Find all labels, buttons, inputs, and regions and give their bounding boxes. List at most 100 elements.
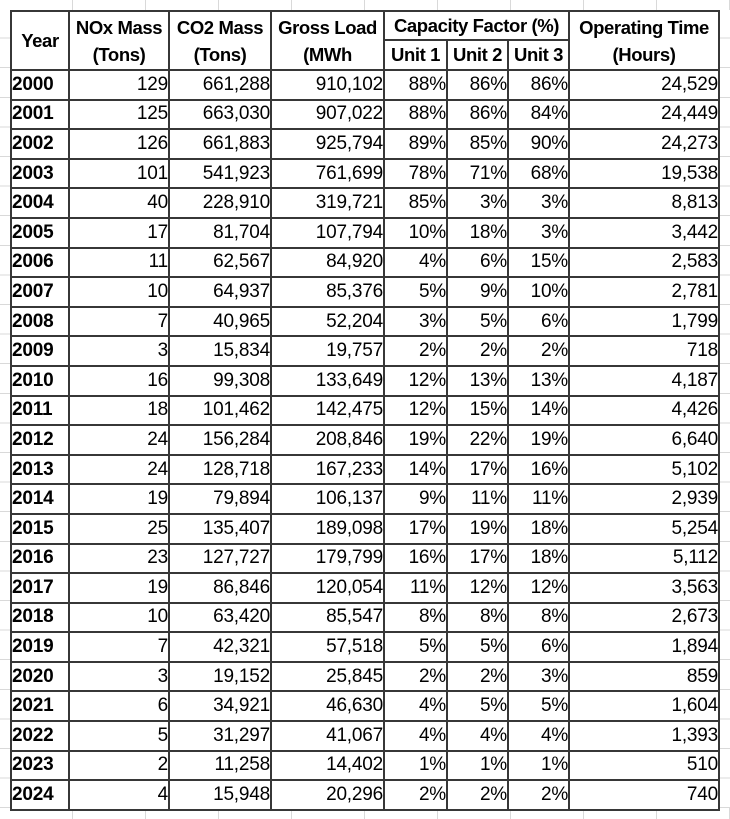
unit2-capacity-cell[interactable]: 86% xyxy=(446,98,509,131)
gross-load-cell[interactable]: 167,233 xyxy=(270,453,385,486)
unit3-capacity-cell[interactable]: 2% xyxy=(506,779,571,811)
operating-hours-cell[interactable]: 1,894 xyxy=(568,631,721,663)
co2-mass-cell[interactable]: 127,727 xyxy=(168,542,272,575)
year-cell[interactable]: 2022 xyxy=(10,720,70,752)
year-cell[interactable]: 2000 xyxy=(10,69,70,101)
column-header-unit1[interactable]: Unit 1 xyxy=(383,39,448,71)
unit3-capacity-cell[interactable]: 6% xyxy=(506,631,571,663)
year-cell[interactable]: 2013 xyxy=(10,453,70,486)
year-cell[interactable]: 2004 xyxy=(10,187,70,219)
year-cell[interactable]: 2005 xyxy=(10,216,70,249)
unit1-capacity-cell[interactable]: 89% xyxy=(383,128,448,160)
gross-load-cell[interactable]: 85,376 xyxy=(270,276,385,308)
year-cell[interactable]: 2021 xyxy=(10,690,70,723)
unit1-capacity-cell[interactable]: 11% xyxy=(383,572,448,604)
operating-hours-cell[interactable]: 24,529 xyxy=(568,69,721,101)
column-group-header-capacity-factor[interactable]: Capacity Factor (%) xyxy=(382,10,571,41)
gross-load-cell[interactable]: 46,630 xyxy=(270,690,385,723)
nox-mass-cell[interactable]: 6 xyxy=(68,690,170,723)
unit2-capacity-cell[interactable]: 85% xyxy=(446,128,509,160)
operating-hours-cell[interactable]: 5,254 xyxy=(568,512,721,545)
gross-load-cell[interactable]: 41,067 xyxy=(270,720,385,752)
year-cell[interactable]: 2003 xyxy=(10,157,70,190)
gross-load-cell[interactable]: 25,845 xyxy=(270,660,385,693)
co2-mass-cell[interactable]: 661,883 xyxy=(168,128,272,160)
year-cell[interactable]: 2009 xyxy=(10,335,70,367)
operating-hours-cell[interactable]: 4,187 xyxy=(568,364,721,397)
operating-hours-cell[interactable]: 3,442 xyxy=(568,216,721,249)
unit2-capacity-cell[interactable]: 1% xyxy=(446,749,509,782)
nox-mass-cell[interactable]: 7 xyxy=(68,305,170,338)
year-cell[interactable]: 2006 xyxy=(10,246,70,279)
co2-mass-cell[interactable]: 79,894 xyxy=(168,483,272,515)
operating-hours-cell[interactable]: 2,781 xyxy=(568,276,721,308)
column-header-unit3[interactable]: Unit 3 xyxy=(506,39,571,71)
operating-hours-cell[interactable]: 718 xyxy=(568,335,721,367)
unit3-capacity-cell[interactable]: 15% xyxy=(506,246,571,279)
operating-hours-cell[interactable]: 1,604 xyxy=(568,690,721,723)
nox-mass-cell[interactable]: 17 xyxy=(68,216,170,249)
co2-mass-cell[interactable]: 34,921 xyxy=(168,690,272,723)
co2-mass-cell[interactable]: 62,567 xyxy=(168,246,272,279)
unit2-capacity-cell[interactable]: 71% xyxy=(446,157,509,190)
unit1-capacity-cell[interactable]: 5% xyxy=(383,631,448,663)
column-header-year[interactable]: Year xyxy=(10,10,70,71)
co2-mass-cell[interactable]: 63,420 xyxy=(168,601,272,634)
co2-mass-cell[interactable]: 86,846 xyxy=(168,572,272,604)
operating-hours-cell[interactable]: 859 xyxy=(568,660,721,693)
unit2-capacity-cell[interactable]: 15% xyxy=(446,394,509,427)
unit3-capacity-cell[interactable]: 16% xyxy=(506,453,571,486)
unit3-capacity-cell[interactable]: 90% xyxy=(506,128,571,160)
co2-mass-cell[interactable]: 15,948 xyxy=(168,779,272,811)
unit3-capacity-cell[interactable]: 10% xyxy=(506,276,571,308)
co2-mass-cell[interactable]: 31,297 xyxy=(168,720,272,752)
unit3-capacity-cell[interactable]: 6% xyxy=(506,305,571,338)
nox-mass-cell[interactable]: 23 xyxy=(68,542,170,575)
co2-mass-cell[interactable]: 11,258 xyxy=(168,749,272,782)
gross-load-cell[interactable]: 142,475 xyxy=(270,394,385,427)
nox-mass-cell[interactable]: 7 xyxy=(68,631,170,663)
unit1-capacity-cell[interactable]: 4% xyxy=(383,720,448,752)
nox-mass-cell[interactable]: 24 xyxy=(68,453,170,486)
unit1-capacity-cell[interactable]: 16% xyxy=(383,542,448,575)
unit2-capacity-cell[interactable]: 5% xyxy=(446,690,509,723)
nox-mass-cell[interactable]: 125 xyxy=(68,98,170,131)
unit1-capacity-cell[interactable]: 12% xyxy=(383,394,448,427)
unit2-capacity-cell[interactable]: 17% xyxy=(446,453,509,486)
operating-hours-cell[interactable]: 510 xyxy=(568,749,721,782)
unit1-capacity-cell[interactable]: 85% xyxy=(383,187,448,219)
co2-mass-cell[interactable]: 19,152 xyxy=(168,660,272,693)
gross-load-cell[interactable]: 910,102 xyxy=(270,69,385,101)
unit1-capacity-cell[interactable]: 9% xyxy=(383,483,448,515)
unit3-capacity-cell[interactable]: 3% xyxy=(506,216,571,249)
unit1-capacity-cell[interactable]: 2% xyxy=(383,660,448,693)
gross-load-cell[interactable]: 85,547 xyxy=(270,601,385,634)
unit3-capacity-cell[interactable]: 4% xyxy=(506,720,571,752)
gross-load-cell[interactable]: 20,296 xyxy=(270,779,385,811)
operating-hours-cell[interactable]: 24,273 xyxy=(568,128,721,160)
unit1-capacity-cell[interactable]: 14% xyxy=(383,453,448,486)
gross-load-cell[interactable]: 84,920 xyxy=(270,246,385,279)
year-cell[interactable]: 2017 xyxy=(10,572,70,604)
year-cell[interactable]: 2012 xyxy=(10,424,70,456)
year-cell[interactable]: 2018 xyxy=(10,601,70,634)
co2-mass-cell[interactable]: 541,923 xyxy=(168,157,272,190)
operating-hours-cell[interactable]: 5,102 xyxy=(568,453,721,486)
nox-mass-cell[interactable]: 129 xyxy=(68,69,170,101)
operating-hours-cell[interactable]: 1,393 xyxy=(568,720,721,752)
unit1-capacity-cell[interactable]: 88% xyxy=(383,98,448,131)
unit3-capacity-cell[interactable]: 5% xyxy=(506,690,571,723)
unit2-capacity-cell[interactable]: 19% xyxy=(446,512,509,545)
co2-mass-cell[interactable]: 663,030 xyxy=(168,98,272,131)
nox-mass-cell[interactable]: 2 xyxy=(68,749,170,782)
unit1-capacity-cell[interactable]: 88% xyxy=(383,69,448,101)
operating-hours-cell[interactable]: 2,673 xyxy=(568,601,721,634)
unit3-capacity-cell[interactable]: 84% xyxy=(506,98,571,131)
operating-hours-cell[interactable]: 1,799 xyxy=(568,305,721,338)
nox-mass-cell[interactable]: 3 xyxy=(68,660,170,693)
gross-load-cell[interactable]: 925,794 xyxy=(270,128,385,160)
operating-hours-cell[interactable]: 2,583 xyxy=(568,246,721,279)
year-cell[interactable]: 2020 xyxy=(10,660,70,693)
unit2-capacity-cell[interactable]: 6% xyxy=(446,246,509,279)
unit1-capacity-cell[interactable]: 1% xyxy=(383,749,448,782)
